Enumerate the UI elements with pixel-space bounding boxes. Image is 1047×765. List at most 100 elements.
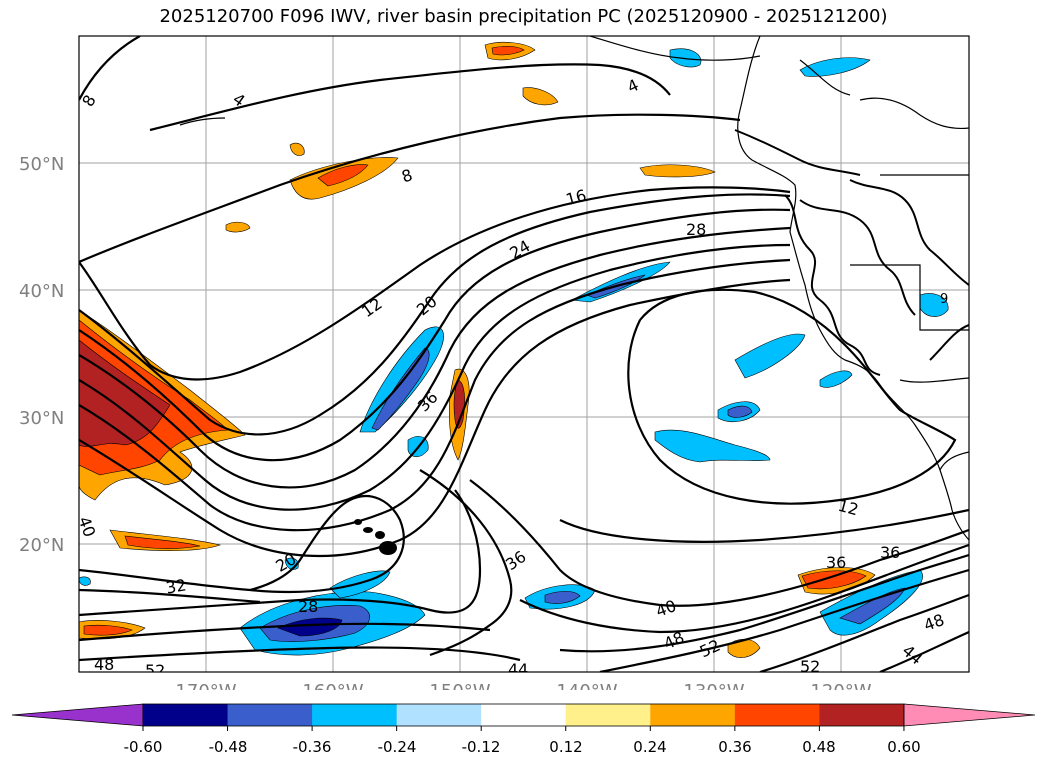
- iwv-contour: [79, 489, 482, 617]
- precip-patch: [819, 370, 853, 388]
- colorbar-segment: [650, 704, 736, 726]
- terrain-contour: [849, 179, 969, 286]
- colorbar-tick-label: 0.24: [633, 738, 666, 756]
- grid: [79, 36, 969, 672]
- iwv-contour: [559, 553, 969, 653]
- coastline-path: [939, 451, 969, 471]
- lon-labels: 170°W 160°W 150°W 140°W 130°W 120°W: [175, 681, 871, 690]
- iwv-contour: [79, 113, 741, 264]
- iwv-contour: [79, 208, 791, 462]
- island: [379, 541, 397, 555]
- iwv-contour: [469, 479, 969, 607]
- contour-label: 52: [800, 657, 820, 676]
- coastline-path: [179, 117, 226, 126]
- precip-patch: [727, 639, 761, 658]
- terrain-contour: [734, 129, 861, 176]
- iwv-contour: [759, 593, 969, 672]
- terrain-contours: [734, 129, 969, 376]
- iwv-contour: [627, 288, 957, 505]
- precip-patch: [289, 142, 305, 156]
- terrain-contour: [799, 199, 916, 316]
- contour-label: 36: [826, 553, 846, 572]
- island: [375, 531, 385, 539]
- colorbar-segment: [396, 704, 482, 726]
- iwv-contour: [79, 278, 791, 558]
- lat-label: 50°N: [19, 154, 64, 175]
- lat-labels: 50°N 40°N 30°N 20°N: [19, 154, 64, 556]
- terrain-contour: [929, 324, 969, 361]
- precip-patch: [83, 624, 133, 636]
- precip-patches: [79, 41, 949, 658]
- iwv-contour: [79, 622, 491, 642]
- precip-patch: [639, 164, 716, 178]
- contour-label: 48: [94, 655, 114, 674]
- colorbar-segment: [481, 704, 567, 726]
- iwv-contour: [79, 243, 791, 511]
- precip-patch: [522, 87, 559, 106]
- precip-patch: [654, 429, 771, 463]
- coastline-path: [799, 59, 851, 96]
- colorbar-extend-low: [11, 703, 144, 727]
- island: [354, 519, 362, 525]
- colorbar-tick-label: 0.48: [802, 738, 835, 756]
- plot-frame: [78, 35, 970, 673]
- colorbar-tick-label: -0.24: [378, 738, 417, 756]
- precip-patch: [669, 48, 702, 68]
- precip-patch: [919, 293, 949, 317]
- contour-label: 40: [74, 514, 99, 540]
- iwv-contour: [559, 508, 969, 543]
- terrain-contour: [784, 194, 881, 376]
- colorbar-tick-label: -0.60: [124, 738, 163, 756]
- iwv-contour: [79, 258, 791, 532]
- lat-label: 30°N: [19, 408, 64, 429]
- contour-labels: 8 4 4 8 16 28 24 20 12 36 12 40 20 32 36…: [74, 75, 948, 679]
- precip-patch: [839, 587, 906, 625]
- map-plot: 8 4 4 8 16 28 24 20 12 36 12 40 20 32 36…: [19, 35, 970, 690]
- precip-patch: [801, 570, 867, 590]
- lat-label: 40°N: [19, 281, 64, 302]
- coastline-path: [589, 36, 761, 61]
- contour-label: 28: [686, 220, 706, 239]
- lat-label: 20°N: [19, 535, 64, 556]
- colorbar-segment: [565, 704, 651, 726]
- precip-patch: [727, 405, 753, 418]
- lon-label: 160°W: [302, 681, 363, 690]
- island: [363, 527, 373, 533]
- lon-label: 130°W: [683, 681, 744, 690]
- iwv-contour: [79, 646, 521, 662]
- iwv-contour: [79, 36, 141, 101]
- iwv-contour: [599, 568, 969, 672]
- coastline-path: [899, 377, 969, 383]
- colorbar-segment: [819, 704, 905, 726]
- coastline: [179, 36, 969, 541]
- colorbar-tick-label: -0.12: [462, 738, 501, 756]
- colorbar-extend-high: [903, 703, 1036, 727]
- colorbar-tick-labels: -0.60 -0.48 -0.36 -0.24 -0.12 0.12 0.24 …: [124, 726, 921, 756]
- precip-patch: [124, 535, 201, 549]
- colorbar-tick-label: 0.60: [887, 738, 920, 756]
- precip-patch: [79, 576, 91, 586]
- precip-patch: [277, 617, 343, 637]
- contour-label: 9: [940, 292, 948, 307]
- colorbar-tick-label: -0.48: [209, 738, 248, 756]
- contour-label: 28: [298, 597, 318, 616]
- colorbar-segment: [312, 704, 398, 726]
- contour-label: 32: [164, 575, 187, 597]
- iwv-contour: [519, 543, 969, 634]
- iwv-contour: [79, 193, 791, 436]
- contour-label: 36: [880, 543, 900, 562]
- iwv-contour: [79, 226, 791, 489]
- coastline-path: [737, 36, 953, 511]
- colorbar-tick-label: 0.36: [718, 738, 751, 756]
- hawaii-islands: [354, 519, 397, 555]
- colorbar-frame: [142, 703, 905, 727]
- contour-label: 44: [508, 660, 528, 679]
- colorbar-segments: [11, 703, 1036, 727]
- plot-area: [79, 36, 969, 672]
- iwv-contour: [419, 469, 513, 657]
- lon-label: 140°W: [556, 681, 617, 690]
- colorbar-segment: [227, 704, 313, 726]
- precip-patch: [544, 591, 581, 604]
- coastline-path: [951, 509, 969, 541]
- colorbar-segment: [734, 704, 820, 726]
